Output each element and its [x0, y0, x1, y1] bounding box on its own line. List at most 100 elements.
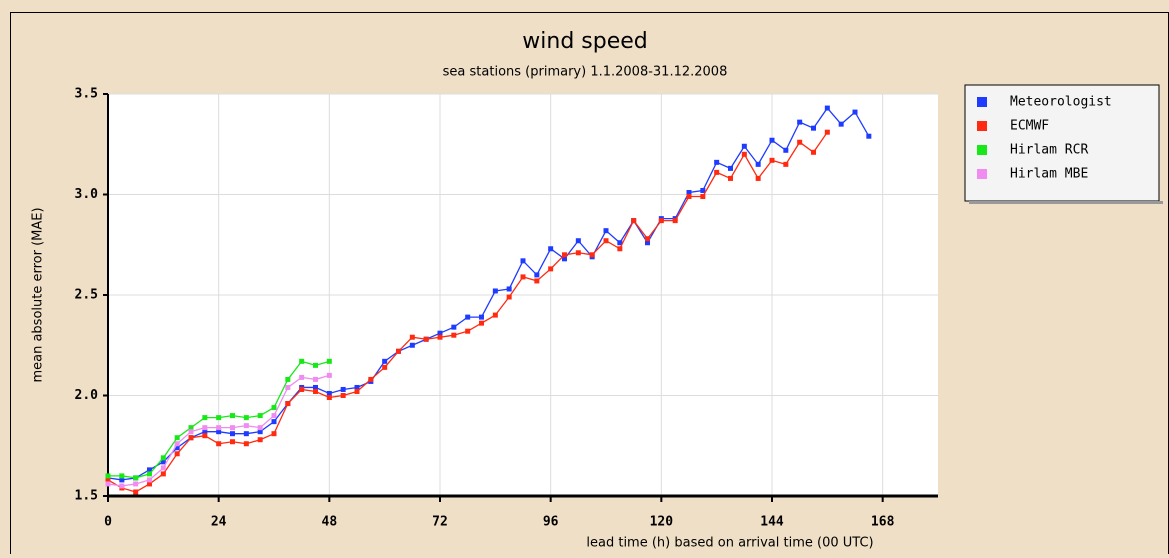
x-tick-label: 72 — [432, 515, 448, 530]
point — [271, 405, 277, 411]
point — [160, 471, 166, 477]
point — [133, 481, 139, 487]
point — [603, 228, 609, 234]
point — [326, 395, 332, 401]
point — [202, 433, 208, 439]
point — [216, 425, 222, 431]
point — [147, 471, 152, 477]
point — [534, 278, 540, 284]
point — [340, 393, 346, 398]
legend-box — [964, 84, 1160, 202]
point — [119, 477, 125, 483]
point — [755, 175, 761, 181]
point — [562, 256, 567, 262]
point — [575, 238, 581, 244]
point — [285, 376, 291, 382]
point — [741, 143, 747, 149]
point — [188, 435, 194, 441]
x-tick-label: 168 — [871, 515, 895, 530]
y-tick-label: 1.5 — [75, 489, 98, 504]
point — [811, 125, 816, 131]
x-tick-label: 24 — [211, 515, 227, 530]
point — [783, 147, 789, 153]
point — [313, 388, 318, 394]
point — [465, 314, 471, 320]
point — [686, 194, 692, 200]
point — [437, 334, 443, 340]
point — [147, 467, 152, 473]
y-axis-label: mean absolute error (MAE) — [31, 207, 46, 382]
x-tick-label: 96 — [543, 515, 559, 530]
point — [354, 388, 360, 394]
point — [119, 483, 125, 489]
point — [105, 477, 111, 483]
point — [105, 481, 111, 487]
point — [451, 332, 457, 338]
point — [174, 445, 180, 451]
point — [313, 376, 318, 382]
point — [797, 119, 803, 125]
x-tick-label: 144 — [760, 515, 784, 530]
point — [326, 372, 332, 378]
point — [340, 386, 346, 392]
point — [589, 252, 595, 258]
point — [105, 473, 111, 479]
point — [479, 314, 484, 320]
point — [216, 415, 222, 421]
legend-label: Hirlam RCR — [1010, 143, 1088, 158]
point — [520, 258, 526, 264]
point — [326, 358, 332, 364]
point — [271, 419, 277, 425]
point — [645, 236, 650, 242]
point — [202, 415, 208, 421]
legend-shadow — [969, 201, 1163, 204]
point — [216, 429, 222, 435]
point — [299, 374, 305, 380]
point — [783, 161, 789, 167]
point — [243, 415, 249, 421]
x-tick-label: 0 — [104, 515, 112, 530]
point — [133, 475, 139, 481]
point — [119, 473, 125, 479]
point — [479, 320, 484, 326]
point — [423, 336, 429, 342]
point — [174, 435, 180, 441]
point — [866, 133, 872, 139]
legend-label: Hirlam MBE — [1010, 167, 1088, 182]
point — [575, 250, 581, 256]
point — [824, 105, 830, 111]
point — [285, 384, 291, 390]
point — [769, 157, 775, 163]
point — [492, 312, 498, 318]
legend-swatch — [977, 169, 987, 179]
point — [700, 187, 706, 193]
point — [838, 121, 844, 127]
point — [202, 425, 208, 431]
y-tick-label: 2.0 — [75, 388, 99, 403]
point — [492, 288, 498, 294]
point — [368, 376, 374, 382]
point — [160, 459, 166, 465]
point — [437, 330, 443, 336]
point — [313, 384, 318, 390]
point — [188, 429, 194, 435]
point — [797, 139, 803, 145]
point — [313, 362, 318, 368]
point — [617, 246, 623, 252]
point — [686, 189, 692, 195]
point — [755, 161, 761, 167]
point — [451, 324, 457, 330]
point — [728, 175, 733, 181]
chart-subtitle: sea stations (primary) 1.1.2008-31.12.20… — [443, 65, 728, 80]
point — [299, 386, 305, 392]
point — [230, 439, 235, 445]
point — [396, 348, 401, 354]
point — [603, 238, 609, 244]
point — [741, 151, 747, 157]
point — [257, 425, 263, 431]
point — [216, 441, 222, 447]
x-axis-label: lead time (h) based on arrival time (00 … — [586, 536, 873, 551]
point — [160, 465, 166, 471]
point — [506, 286, 512, 292]
